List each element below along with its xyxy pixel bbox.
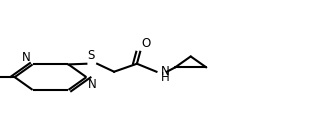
Text: S: S [88, 49, 95, 62]
Text: N: N [161, 65, 170, 78]
Text: N: N [22, 51, 31, 64]
Text: N: N [88, 78, 97, 91]
Text: O: O [142, 38, 151, 50]
Text: H: H [161, 70, 170, 84]
